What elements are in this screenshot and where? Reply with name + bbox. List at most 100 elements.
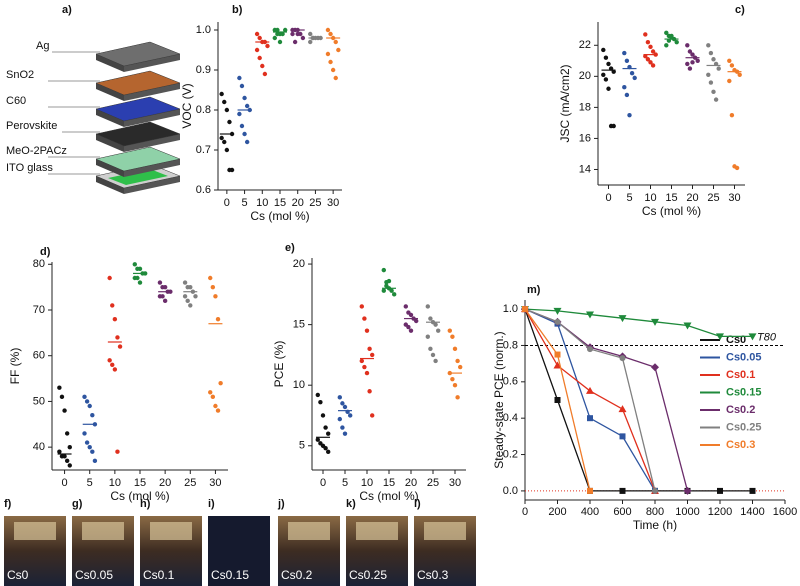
- legend-label: Cs0.1: [726, 369, 755, 381]
- data-point: [239, 123, 245, 129]
- data-point: [627, 112, 632, 118]
- data-point: [364, 328, 370, 333]
- data-point: [408, 328, 414, 333]
- data-point: [224, 107, 230, 113]
- legend-label: Cs0.05: [726, 351, 761, 363]
- data-point: [348, 413, 353, 418]
- x-tick-label: 20: [686, 192, 698, 204]
- data-point: [90, 449, 95, 454]
- data-point: [135, 275, 140, 281]
- data-point: [308, 31, 313, 37]
- data-point: [188, 303, 193, 308]
- data-point: [687, 66, 693, 71]
- layer-label: C60: [6, 95, 26, 107]
- photo-electrode: [82, 522, 124, 540]
- x-tick-label: 10: [109, 477, 121, 489]
- layer-side: [96, 176, 124, 194]
- data-point: [333, 75, 338, 81]
- data-point: [342, 431, 348, 436]
- layer-side: [96, 109, 124, 127]
- data-point: [272, 35, 277, 41]
- data-point: [112, 367, 118, 372]
- data-point: [242, 95, 247, 101]
- y-tick-label: 0.2: [503, 448, 518, 460]
- data-point: [328, 31, 333, 37]
- x-tick-label: 0: [224, 197, 230, 209]
- data-point: [359, 304, 364, 309]
- data-point: [219, 91, 224, 97]
- data-point: [117, 344, 123, 349]
- layer-side: [96, 134, 124, 152]
- data-point: [110, 362, 115, 368]
- data-point: [669, 33, 674, 39]
- y-tick-label: 10: [293, 379, 305, 391]
- photo-electrode: [288, 522, 330, 540]
- data-point: [162, 298, 168, 304]
- data-point: [737, 72, 742, 77]
- data-point: [224, 147, 230, 153]
- data-point: [455, 395, 460, 400]
- data-point: [340, 425, 345, 430]
- data-point: [381, 288, 386, 293]
- marker: [619, 355, 626, 362]
- data-point: [711, 57, 716, 62]
- data-point: [215, 316, 221, 322]
- data-point: [210, 394, 216, 400]
- data-point: [386, 278, 392, 284]
- data-point: [237, 111, 242, 117]
- data-point: [403, 304, 408, 309]
- layer-side: [124, 134, 180, 152]
- data-point: [734, 165, 740, 171]
- marker: [683, 322, 692, 330]
- marker: [587, 415, 593, 422]
- data-point: [392, 292, 397, 297]
- layer-side: [96, 54, 124, 72]
- data-point: [713, 97, 719, 102]
- data-point: [326, 449, 331, 455]
- series-line: [524, 308, 753, 492]
- marker: [716, 333, 724, 341]
- data-point: [384, 283, 389, 289]
- data-point: [622, 50, 627, 56]
- data-point: [262, 71, 268, 77]
- marker: [618, 315, 627, 323]
- layer-label: ITO glass: [6, 162, 53, 174]
- marker: [587, 346, 593, 353]
- marker: [554, 397, 561, 403]
- data-point: [222, 99, 227, 105]
- data-point: [277, 39, 283, 45]
- data-point: [337, 395, 342, 400]
- panel-label: h): [140, 498, 151, 510]
- layer-side: [124, 176, 180, 194]
- data-point: [603, 55, 609, 60]
- data-point: [362, 364, 367, 370]
- marker: [619, 433, 626, 440]
- data-point: [82, 394, 87, 400]
- x-tick-label: 15: [665, 192, 677, 204]
- data-point: [62, 454, 67, 459]
- data-point: [132, 262, 137, 267]
- data-point: [389, 288, 394, 293]
- data-point: [280, 31, 285, 37]
- y-tick-label: 0.8: [503, 339, 518, 351]
- x-tick-label: 0: [62, 477, 68, 489]
- data-point: [648, 60, 653, 65]
- data-point: [325, 27, 331, 33]
- data-point: [182, 294, 188, 299]
- marker: [553, 307, 562, 315]
- panel-label: a): [62, 4, 72, 16]
- x-tick-label: 25: [309, 197, 321, 209]
- panel-label: m): [527, 284, 541, 296]
- data-point: [87, 403, 92, 409]
- marker: [619, 487, 626, 494]
- y-tick-label: 16: [579, 132, 591, 144]
- layer-side: [124, 54, 180, 72]
- marker: [683, 486, 692, 495]
- data-point: [716, 66, 721, 71]
- photo-caption: Cs0.15: [211, 568, 249, 582]
- data-point: [218, 380, 223, 386]
- marker: [749, 487, 756, 494]
- panel-label: e): [285, 242, 295, 254]
- x-tick-label: 30: [728, 192, 740, 204]
- data-point: [695, 58, 700, 64]
